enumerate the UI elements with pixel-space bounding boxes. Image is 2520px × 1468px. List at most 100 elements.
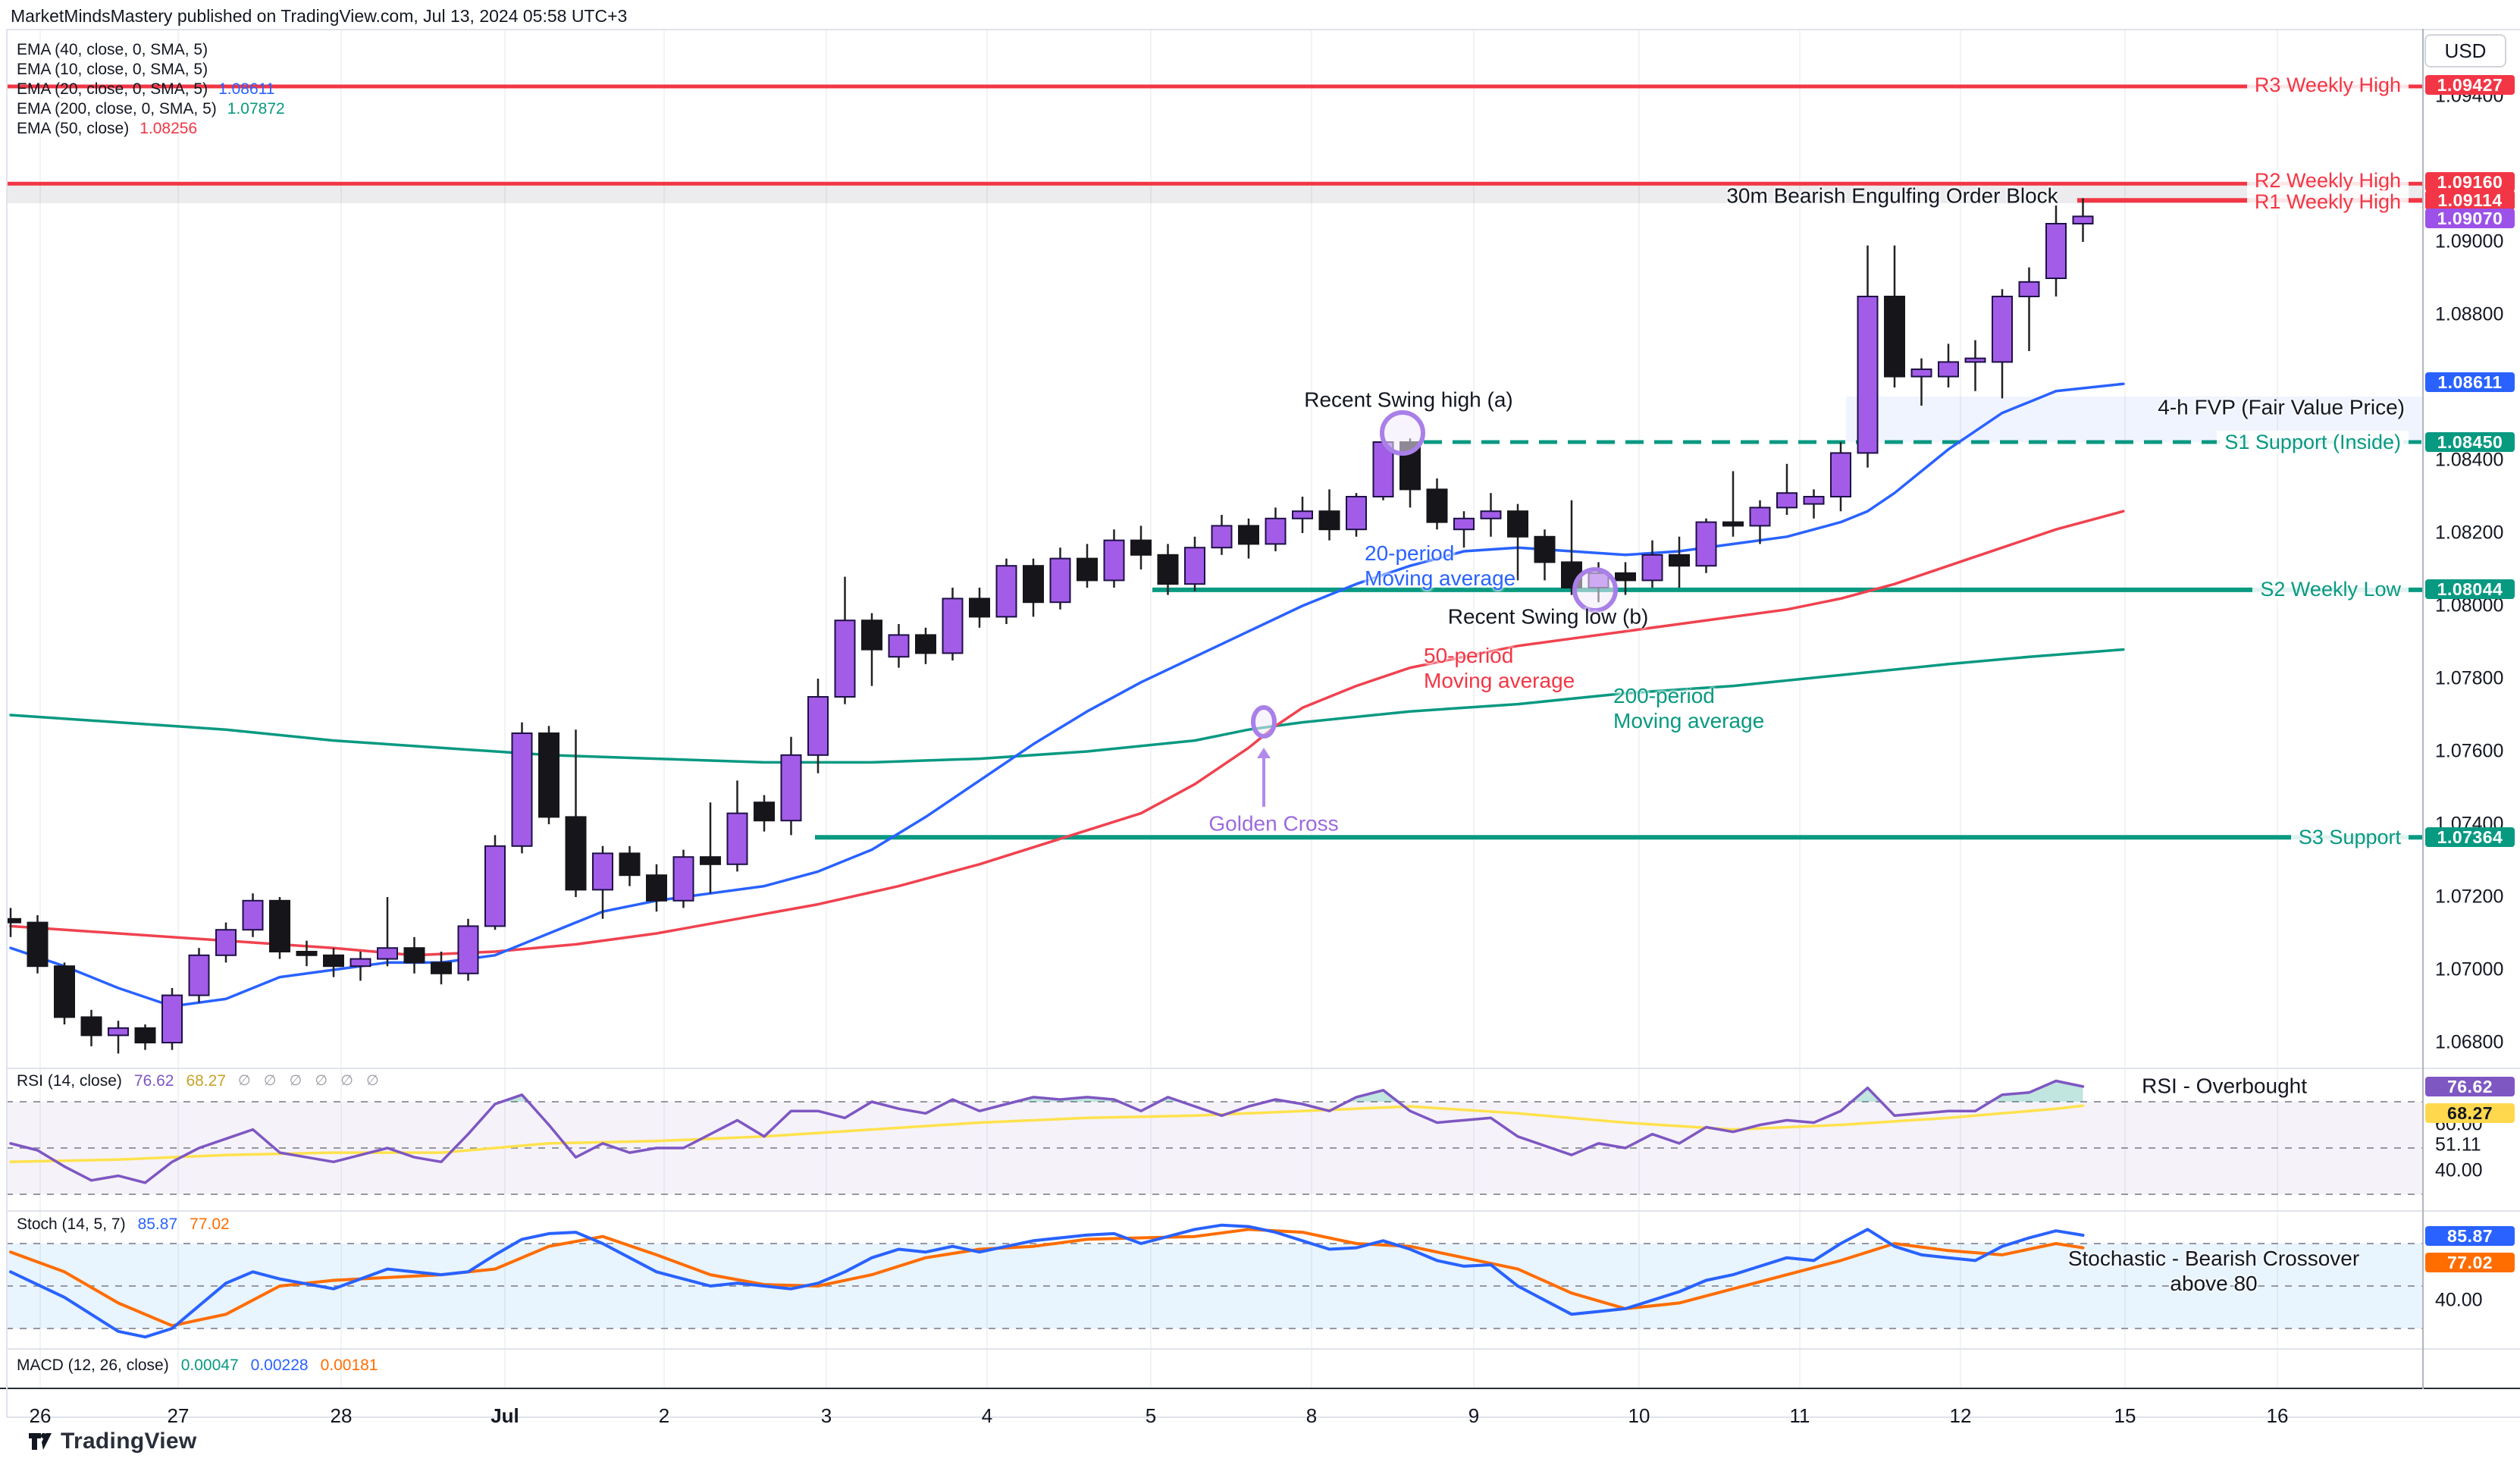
candle-body xyxy=(969,598,990,618)
time-label-Jul[interactable]: Jul xyxy=(491,1404,519,1427)
time-label-26[interactable]: 26 xyxy=(29,1404,52,1427)
candle-body xyxy=(2018,281,2040,297)
macd-legend[interactable]: MACD (12, 26, close) 0.00047 0.00228 0.0… xyxy=(17,1357,378,1375)
candle-body xyxy=(134,1027,156,1044)
candle-body xyxy=(1184,547,1205,585)
swing-high-circle xyxy=(1380,410,1425,456)
candle-body xyxy=(1669,554,1690,567)
time-label-5[interactable]: 5 xyxy=(1145,1404,1157,1427)
time-label-10[interactable]: 10 xyxy=(1628,1404,1650,1427)
annotation-swing-low: Recent Swing low (b) xyxy=(1447,604,1649,629)
level-label-r1[interactable]: R1 Weekly High xyxy=(2246,190,2409,213)
candle-body xyxy=(80,1016,102,1037)
ema-row-50[interactable]: EMA (50, close) 1.08256 xyxy=(17,120,285,137)
macd-legend-name: MACD (12, 26, close) xyxy=(17,1357,169,1374)
candle-body xyxy=(215,929,237,956)
time-label-15[interactable]: 15 xyxy=(2114,1404,2136,1427)
price-tick: 1.08200 xyxy=(2435,522,2504,544)
stoch-legend[interactable]: Stoch (14, 5, 7) 85.87 77.02 xyxy=(17,1215,230,1234)
candle-body xyxy=(1292,510,1313,519)
candle-body xyxy=(619,852,641,877)
stoch-pane xyxy=(6,1223,2422,1339)
annotation-fvp: 4-h FVP (Fair Value Price) xyxy=(2158,395,2405,419)
candle-body xyxy=(1776,492,1798,509)
annotation-golden-cross: Golden Cross xyxy=(1208,811,1339,836)
time-label-8[interactable]: 8 xyxy=(1305,1404,1318,1427)
candle-body xyxy=(1964,357,1986,363)
candle-body xyxy=(323,954,344,968)
level-label-r3[interactable]: R3 Weekly High xyxy=(2246,74,2409,96)
candle-body xyxy=(888,634,910,658)
tradingview-logo-icon xyxy=(29,1432,52,1450)
stoch-legend-name: Stoch (14, 5, 7) xyxy=(17,1215,126,1233)
candle-body xyxy=(646,874,667,902)
candle-body xyxy=(27,921,49,968)
tradingview-watermark[interactable]: TradingView xyxy=(27,1429,196,1454)
time-label-12[interactable]: 12 xyxy=(1949,1404,1972,1427)
macd-line-value: 0.00228 xyxy=(250,1357,309,1374)
candle-body xyxy=(161,994,183,1043)
rsi-ma-value: 68.27 xyxy=(186,1072,227,1090)
ma20-line xyxy=(9,382,2125,1008)
golden-cross-arrowhead xyxy=(1257,748,1271,758)
rsi-pane-separator[interactable] xyxy=(6,1068,2520,1069)
ema-50-value: 1.08256 xyxy=(139,120,198,137)
candle-body xyxy=(1103,539,1125,582)
candle-body xyxy=(1426,488,1448,523)
candle-body xyxy=(6,918,21,924)
candle-body xyxy=(54,965,75,1018)
candle-body xyxy=(269,899,290,953)
ema-row-20[interactable]: EMA (20, close, 0, SMA, 5) 1.08611 xyxy=(17,80,285,98)
macd-hist-value: 0.00047 xyxy=(180,1357,239,1374)
price-badge: 1.09427 xyxy=(2425,75,2515,95)
ema-row-200[interactable]: EMA (200, close, 0, SMA, 5) 1.07872 xyxy=(17,100,285,118)
macd-pane-separator[interactable] xyxy=(6,1348,2520,1350)
stoch-pane-separator[interactable] xyxy=(6,1210,2520,1212)
price-badge: 1.09114 xyxy=(2425,190,2515,210)
candle-body xyxy=(1722,521,1744,527)
candle-body xyxy=(538,732,559,818)
candle-body xyxy=(1318,510,1340,531)
left-frame-line xyxy=(6,29,8,1416)
candle-body xyxy=(242,899,264,931)
candle-body xyxy=(1049,557,1071,604)
time-label-2[interactable]: 2 xyxy=(658,1404,670,1427)
candle-body xyxy=(108,1027,129,1037)
candle-body xyxy=(1803,496,1825,505)
price-tick: 1.07800 xyxy=(2435,667,2504,689)
tradingview-logo-text: TradingView xyxy=(61,1429,197,1454)
ema-row-10[interactable]: EMA (10, close, 0, SMA, 5) xyxy=(17,61,285,78)
time-label-28[interactable]: 28 xyxy=(330,1404,353,1427)
candle-body xyxy=(1857,296,1879,454)
currency-toggle-button[interactable]: USD xyxy=(2424,34,2506,67)
candle-body xyxy=(1238,525,1259,545)
time-label-4[interactable]: 4 xyxy=(981,1404,993,1427)
candle-body xyxy=(1534,535,1556,563)
candle-body xyxy=(1938,361,1959,378)
candle-body xyxy=(995,565,1017,618)
time-label-27[interactable]: 27 xyxy=(167,1404,190,1427)
candle-body xyxy=(2072,215,2094,224)
level-label-s3[interactable]: S3 Support xyxy=(2290,826,2409,848)
price-badge: 1.08044 xyxy=(2425,579,2515,599)
annotation-ma200: 200-period Moving average xyxy=(1613,684,1765,732)
ema-200-label: EMA (200, close, 0, SMA, 5) xyxy=(17,100,217,118)
ema-row-40[interactable]: EMA (40, close, 0, SMA, 5) xyxy=(17,41,285,58)
price-tick: 1.07200 xyxy=(2435,886,2504,908)
level-label-s1[interactable]: S1 Support (Inside) xyxy=(2217,431,2409,453)
time-label-11[interactable]: 11 xyxy=(1789,1404,1810,1427)
time-label-3[interactable]: 3 xyxy=(820,1404,832,1427)
main-pane xyxy=(6,84,2422,1054)
level-label-s2[interactable]: S2 Weekly Low xyxy=(2252,578,2409,601)
candle-body xyxy=(1077,557,1098,582)
stoch-tick: 40.00 xyxy=(2435,1289,2483,1311)
rsi-ma-line xyxy=(9,1104,2085,1164)
candle-body xyxy=(1615,572,1636,582)
rsi-empty-values: ∅ ∅ ∅ ∅ ∅ ∅ xyxy=(238,1073,384,1089)
rsi-legend[interactable]: RSI (14, close) 76.62 68.27 ∅ ∅ ∅ ∅ ∅ ∅ xyxy=(17,1072,384,1090)
time-label-16[interactable]: 16 xyxy=(2266,1404,2289,1427)
stoch-k-line xyxy=(9,1223,2085,1339)
time-label-9[interactable]: 9 xyxy=(1468,1404,1480,1427)
level-label-r2[interactable]: R2 Weekly High xyxy=(2246,169,2409,192)
